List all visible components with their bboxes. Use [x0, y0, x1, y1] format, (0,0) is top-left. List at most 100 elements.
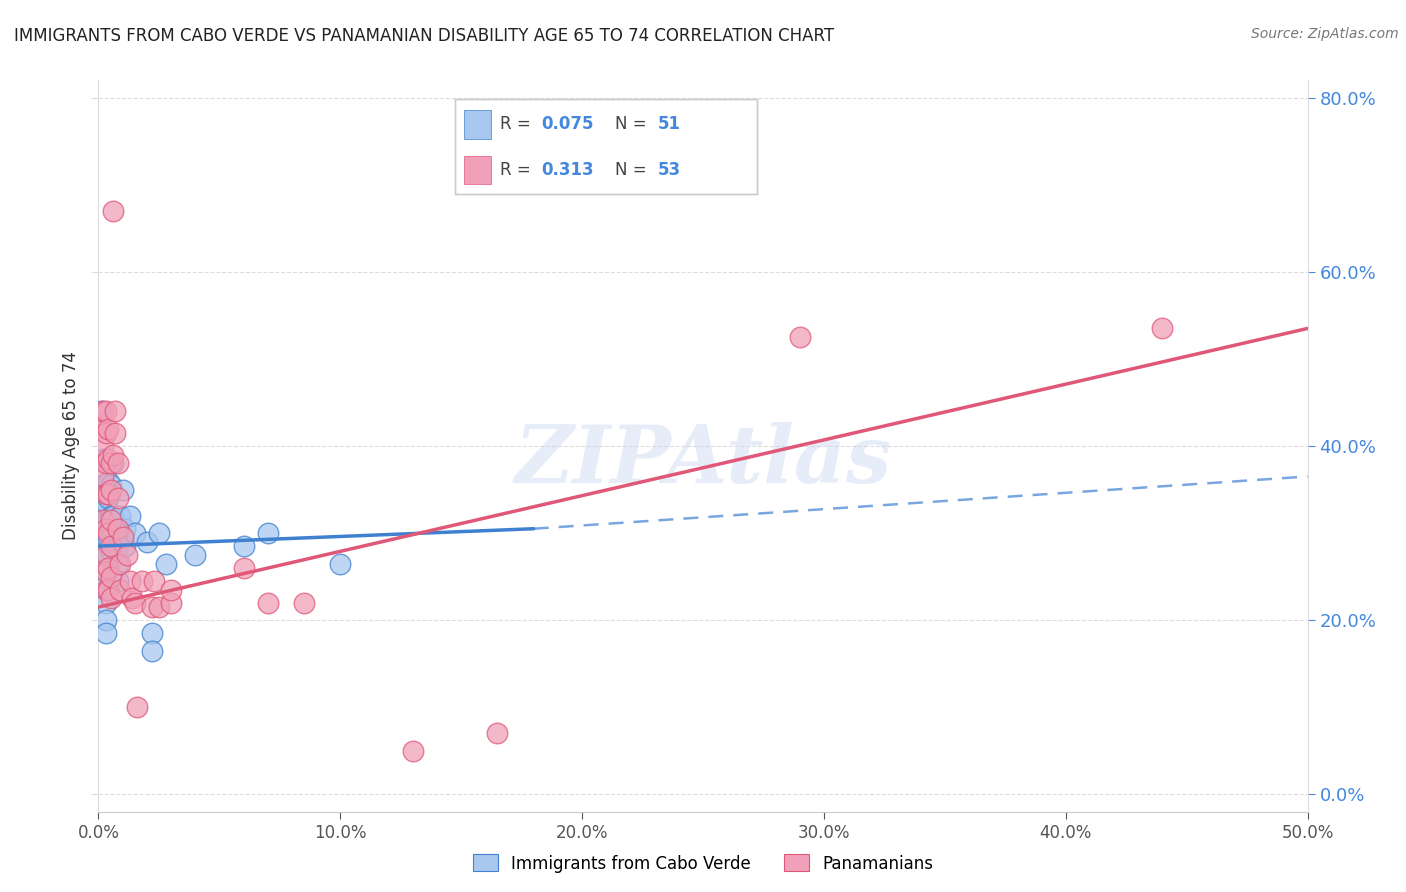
Text: Source: ZipAtlas.com: Source: ZipAtlas.com [1251, 27, 1399, 41]
Point [160, 596, 183, 610]
Point [402, 744, 425, 758]
Point [91, 513, 114, 527]
Point [104, 526, 127, 541]
Point [97, 474, 120, 488]
Point [90, 417, 112, 432]
Point [107, 539, 129, 553]
Point [94, 582, 117, 597]
Point [232, 539, 254, 553]
Point [141, 626, 163, 640]
Point [91, 404, 114, 418]
Point [94, 487, 117, 501]
Point [94, 566, 117, 580]
Point [127, 700, 149, 714]
Point [97, 487, 120, 501]
Point [114, 539, 136, 553]
Point [143, 574, 166, 588]
Point [292, 596, 315, 610]
Point [101, 526, 124, 541]
Point [141, 643, 163, 657]
Text: ZIPAtlas: ZIPAtlas [515, 422, 891, 500]
Point [91, 439, 114, 453]
Point [100, 591, 122, 606]
Point [111, 530, 134, 544]
Point [111, 530, 134, 544]
Point [94, 522, 117, 536]
Point [141, 600, 163, 615]
Point [184, 548, 207, 562]
Point [160, 582, 183, 597]
Point [94, 578, 117, 592]
Point [97, 530, 120, 544]
Point [94, 404, 117, 418]
Point [94, 530, 117, 544]
Point [94, 566, 117, 580]
Point [114, 522, 136, 536]
Point [97, 582, 120, 597]
Point [104, 404, 127, 418]
Point [94, 548, 117, 562]
Point [101, 448, 124, 462]
Point [256, 526, 278, 541]
Point [148, 600, 170, 615]
Point [124, 526, 146, 541]
Point [108, 582, 131, 597]
Point [91, 491, 114, 506]
Point [118, 508, 141, 523]
Point [94, 425, 117, 440]
Point [100, 457, 122, 471]
Point [789, 330, 811, 344]
Point [100, 483, 122, 497]
Point [97, 561, 120, 575]
Point [97, 491, 120, 506]
Point [100, 513, 122, 527]
Legend: Immigrants from Cabo Verde, Panamanians: Immigrants from Cabo Verde, Panamanians [465, 847, 941, 880]
Point [101, 508, 124, 523]
Point [108, 526, 131, 541]
Point [97, 548, 120, 562]
Point [94, 457, 117, 471]
Point [135, 534, 157, 549]
Point [91, 452, 114, 467]
Point [107, 522, 129, 536]
Point [94, 478, 117, 492]
Point [100, 539, 122, 553]
Point [94, 613, 117, 627]
Point [107, 491, 129, 506]
Point [107, 557, 129, 571]
Y-axis label: Disability Age 65 to 74: Disability Age 65 to 74 [62, 351, 80, 541]
Point [100, 508, 122, 523]
Point [104, 543, 127, 558]
Point [104, 425, 127, 440]
Point [107, 574, 129, 588]
Point [131, 574, 153, 588]
Point [232, 561, 254, 575]
Point [148, 526, 170, 541]
Point [108, 557, 131, 571]
Point [100, 526, 122, 541]
Point [94, 513, 117, 527]
Point [97, 513, 120, 527]
Point [97, 452, 120, 467]
Point [100, 569, 122, 583]
Point [155, 557, 177, 571]
Point [94, 457, 117, 471]
Point [94, 626, 117, 640]
Point [94, 596, 117, 610]
Point [256, 596, 278, 610]
Point [118, 574, 141, 588]
Point [94, 548, 117, 562]
Point [107, 457, 129, 471]
Point [91, 469, 114, 483]
Point [100, 543, 122, 558]
Point [101, 457, 124, 471]
Point [100, 478, 122, 492]
Point [111, 483, 134, 497]
Point [124, 596, 146, 610]
Point [1152, 321, 1174, 335]
Point [101, 203, 124, 218]
Point [97, 421, 120, 435]
Point [329, 557, 352, 571]
Point [94, 495, 117, 509]
Point [90, 404, 112, 418]
